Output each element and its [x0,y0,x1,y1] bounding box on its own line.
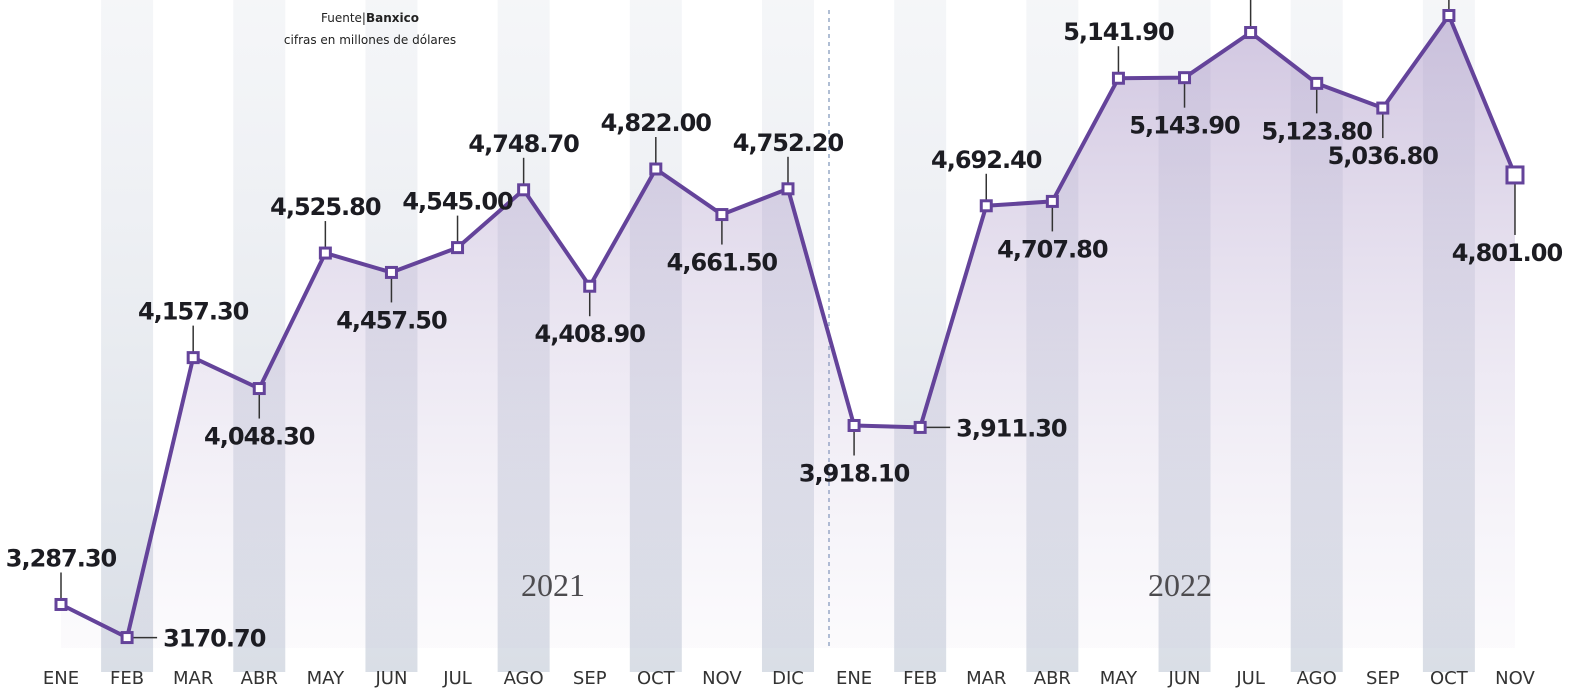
marker [1111,71,1125,85]
data-label: 5,141.90 [1063,18,1174,46]
data-label: 4,457.50 [336,306,447,334]
x-tick-label: AGO [1297,668,1337,689]
marker [252,382,266,396]
data-label: 5,123.80 [1261,117,1372,145]
x-tick-label: ABR [1034,668,1071,689]
marker [1244,26,1258,40]
marker [1310,76,1324,90]
data-label: 4,048.30 [204,423,315,451]
x-tick-label: OCT [1430,668,1469,689]
x-tick-label: MAY [1100,668,1138,689]
data-label: 4,661.50 [667,249,778,277]
x-tick-label: JUL [442,668,472,689]
x-tick-label: ABR [241,668,278,689]
marker [318,246,332,260]
x-tick-label: JUN [1168,668,1201,689]
data-label: 3,911.30 [956,414,1067,442]
x-tick-label: AGO [504,668,544,689]
marker [781,182,795,196]
marker [1045,194,1059,208]
data-label: 4,822.00 [601,109,712,137]
marker [847,418,861,432]
x-tick-label: ENE [43,668,79,689]
marker [384,265,398,279]
marker [649,162,663,176]
data-label: 4,157.30 [138,298,249,326]
data-label: 4,801.00 [1452,239,1563,267]
x-tick-label: JUL [1235,668,1265,689]
marker [1178,71,1192,85]
subtitle: cifras en millones de dólares [284,33,456,47]
marker [913,420,927,434]
marker [583,279,597,293]
data-label: 4,525.80 [270,193,381,221]
marker [54,597,68,611]
area [61,15,1515,648]
data-label: 3,287.30 [6,544,117,572]
x-tick-label: ENE [836,668,872,689]
x-tick-label: DIC [772,668,804,689]
marker [517,183,531,197]
x-tick-label: NOV [1495,668,1535,689]
data-label: 4,748.70 [468,130,579,158]
source: Fuente|Banxico [321,11,419,25]
x-tick-label: SEP [1366,668,1400,689]
data-label: 4,692.40 [931,146,1042,174]
marker [1376,101,1390,115]
x-tick-label: MAR [173,668,213,689]
data-label: 3,918.10 [799,459,910,487]
marker [1442,8,1456,22]
data-label: 4,545.00 [402,188,513,216]
x-tick-label: OCT [637,668,676,689]
marker [120,631,134,645]
x-tick-label: MAR [966,668,1006,689]
marker [451,241,465,255]
x-tick-label: JUN [374,668,407,689]
x-tick-label: NOV [702,668,742,689]
marker [1505,165,1525,185]
data-label: 5,143.90 [1129,112,1240,140]
x-tick-label: MAY [307,668,345,689]
data-label: 4,707.80 [997,235,1108,263]
x-tick-label: FEB [903,668,937,689]
data-label: 3170.70 [163,625,266,653]
data-label: 4,408.90 [535,320,646,348]
marker [715,208,729,222]
data-label: 5,036.80 [1328,142,1439,170]
x-tick-label: SEP [573,668,607,689]
marker [979,199,993,213]
x-tick-label: FEB [110,668,144,689]
marker [186,351,200,365]
data-label: 4,752.20 [733,129,844,157]
